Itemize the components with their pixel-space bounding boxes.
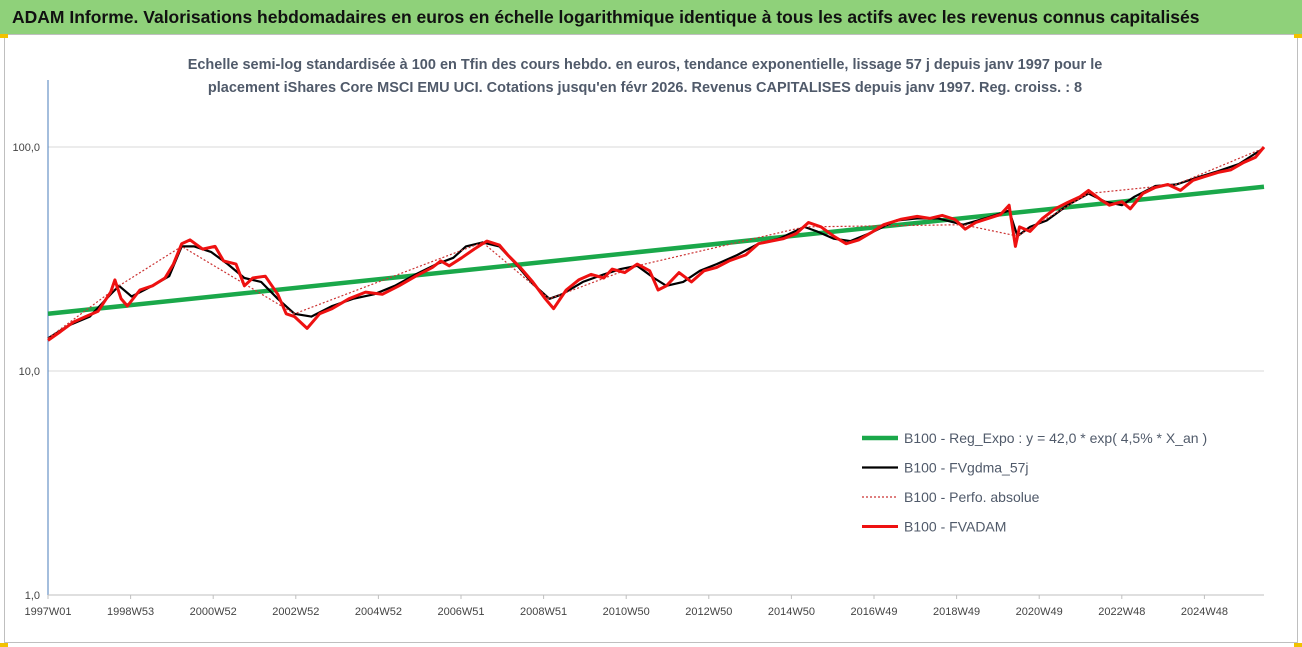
fvgdma-line — [47, 147, 1265, 340]
chart-title-line1: Echelle semi-log standardisée à 100 en T… — [187, 57, 1103, 73]
corner-marker — [0, 643, 8, 647]
grid-lines — [48, 146, 1264, 596]
corner-marker — [0, 34, 8, 38]
x-tick-label: 2006W51 — [437, 606, 484, 618]
x-tick-label: 1997W01 — [24, 606, 71, 618]
legend-label: B100 - Reg_Expo : y = 42,0 * exp( 4,5% *… — [904, 430, 1207, 446]
legend-label: B100 - Perfo. absolue — [904, 489, 1040, 505]
perfo-absolue-line — [47, 147, 1265, 339]
x-tick-label: 2010W50 — [603, 606, 650, 618]
x-tick-label: 2018W49 — [933, 606, 980, 618]
x-tick-label: 2020W49 — [1016, 606, 1063, 618]
legend-label: B100 - FVADAM — [904, 519, 1006, 535]
legend: B100 - Reg_Expo : y = 42,0 * exp( 4,5% *… — [862, 430, 1207, 535]
legend-label: B100 - FVgdma_57j — [904, 460, 1029, 476]
y-tick-label: 1,0 — [25, 590, 40, 602]
x-tick-label: 2000W52 — [190, 606, 237, 618]
y-tick-label: 100,0 — [12, 142, 40, 154]
chart-title-line2: placement iShares Core MSCI EMU UCI. Cot… — [207, 80, 1083, 96]
x-tick-label: 2004W52 — [355, 606, 402, 618]
axes: 1,0 10,0 100,0 1997W01 1998W53 2000W52 2002W52… — [12, 80, 1264, 618]
x-tick-label: 2016W49 — [850, 606, 897, 618]
x-tick-label: 2022W48 — [1098, 606, 1145, 618]
x-tick-label: 2008W51 — [520, 606, 567, 618]
regression-line — [47, 184, 1265, 317]
chart-title: Echelle semi-log standardisée à 100 en T… — [140, 54, 1150, 100]
corner-marker — [1294, 643, 1302, 647]
chart-frame — [4, 34, 1298, 643]
x-tick-label: 1998W53 — [107, 606, 154, 618]
x-tick-label: 2014W50 — [768, 606, 815, 618]
x-tick-label: 2002W52 — [272, 606, 319, 618]
fvadam-line — [47, 146, 1266, 342]
series-lines — [47, 146, 1266, 342]
y-tick-label: 10,0 — [19, 366, 40, 378]
x-tick-label: 2012W50 — [685, 606, 732, 618]
corner-marker — [1294, 34, 1302, 38]
x-tick-label: 2024W48 — [1181, 606, 1228, 618]
banner-title: ADAM Informe. Valorisations hebdomadaire… — [0, 0, 1302, 34]
